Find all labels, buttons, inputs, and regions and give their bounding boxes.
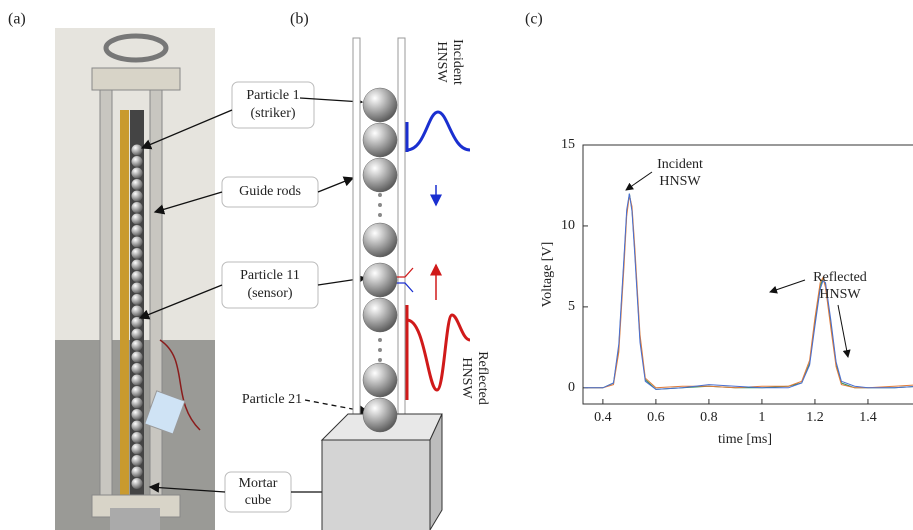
callout-text: cube	[245, 493, 271, 508]
ball	[362, 157, 398, 193]
y-tick-label: 15	[561, 137, 575, 152]
x-tick-label: 1.2	[806, 410, 824, 425]
photo-ball	[131, 202, 143, 213]
callout-texts: Particle 1 (striker) Guide rods Particle…	[239, 88, 303, 508]
x-axis-label: time [ms]	[718, 432, 772, 447]
photo-ball	[131, 340, 143, 351]
photo-ball	[131, 478, 143, 489]
ball	[362, 122, 398, 158]
panel-label: (c)	[525, 11, 543, 28]
x-tick-label: 1	[758, 410, 765, 425]
particle-21-label: Particle 21	[242, 392, 302, 407]
photo-ball	[131, 432, 143, 443]
callout-text: Mortar	[239, 476, 278, 491]
reflected-label: HNSW	[459, 357, 474, 399]
photo-ball	[131, 156, 143, 167]
photo-ball	[131, 271, 143, 282]
photo-ball	[131, 317, 143, 328]
dot	[378, 193, 382, 197]
photo-ball	[131, 248, 143, 259]
y-tick-label: 10	[561, 218, 575, 233]
photo-ball	[131, 213, 143, 225]
callout-text: Guide rods	[239, 184, 301, 199]
panel-label: (b)	[290, 11, 309, 28]
callout-box	[231, 81, 315, 129]
dot	[378, 338, 382, 342]
x-tick-label: 0.8	[700, 410, 718, 425]
callout-text: Particle 11	[240, 268, 300, 283]
callout-text: (striker)	[250, 106, 295, 121]
annotation: HNSW	[659, 174, 701, 189]
ball	[362, 397, 398, 433]
photo-ball	[131, 397, 143, 409]
ball	[362, 362, 398, 398]
ball	[362, 222, 398, 258]
photo	[55, 28, 215, 530]
annotation-arrow	[837, 304, 851, 358]
photo-ball	[131, 443, 143, 455]
plot-frame	[582, 144, 913, 405]
dot	[378, 358, 382, 362]
ball	[362, 262, 398, 298]
photo-ball	[131, 374, 143, 386]
annotation: Incident	[657, 157, 703, 172]
ball	[362, 87, 398, 123]
photo-ball	[131, 179, 143, 190]
photo-ball	[131, 386, 143, 397]
line	[584, 193, 913, 390]
annotation: HNSW	[819, 287, 861, 302]
photo-ball	[131, 466, 143, 478]
photo-ball	[131, 351, 143, 363]
photo-ball	[131, 144, 143, 156]
incident-label: HNSW	[434, 41, 449, 83]
diagram-balls	[362, 87, 398, 433]
ball	[362, 297, 398, 333]
x-tick-label: 0.4	[594, 410, 612, 425]
callout-text: (sensor)	[247, 286, 292, 301]
annotation-arrow	[625, 171, 653, 191]
y-tick-label: 5	[568, 299, 575, 314]
photo-ball	[131, 259, 143, 271]
diagram	[320, 37, 471, 530]
y-tick-label: 0	[568, 380, 575, 395]
incident-label: Incident	[450, 39, 465, 85]
photo-ball	[131, 409, 143, 420]
photo-ball	[131, 236, 143, 248]
photo-ball	[131, 294, 143, 305]
reflected-label: Reflected	[475, 351, 490, 405]
y-axis-label: Voltage [V]	[540, 242, 555, 307]
annotation: Reflected	[813, 270, 867, 285]
photo-ball	[131, 363, 143, 374]
photo-ball	[131, 328, 143, 340]
dot	[378, 203, 382, 207]
x-tick-label: 1.4	[859, 410, 877, 425]
photo-ball	[131, 225, 143, 236]
photo-ball	[131, 305, 143, 317]
annotation-arrow	[769, 279, 806, 294]
photo-ball	[131, 282, 143, 294]
dot	[378, 213, 382, 217]
photo-ball	[131, 167, 143, 179]
dot	[378, 348, 382, 352]
panel-label: (a)	[8, 11, 26, 28]
callout-lines	[138, 96, 370, 493]
x-tick-label: 0.6	[647, 410, 665, 425]
photo-ball	[131, 455, 143, 466]
photo-ball	[131, 190, 143, 202]
photo-balls	[131, 144, 143, 489]
photo-ball	[131, 420, 143, 432]
callout-text: Particle 1	[246, 88, 299, 103]
